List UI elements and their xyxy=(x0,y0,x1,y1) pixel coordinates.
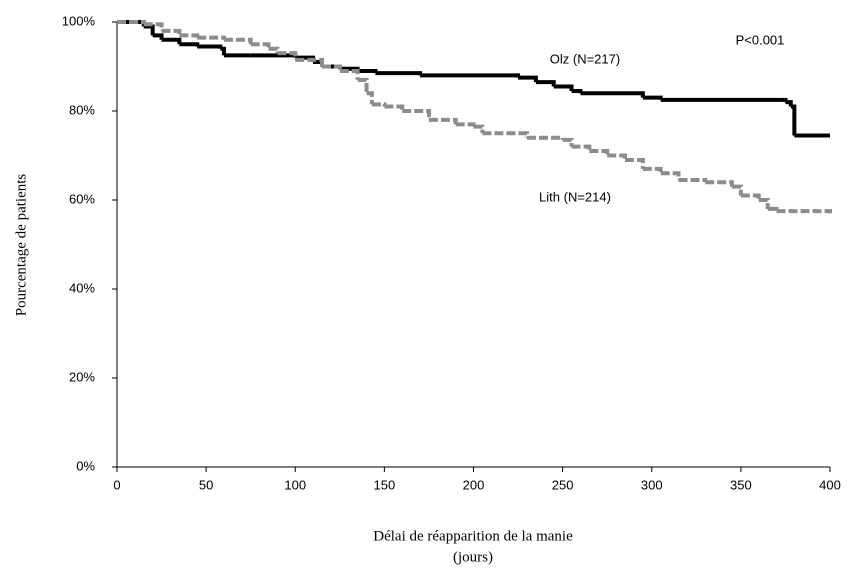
survival-step xyxy=(402,109,431,120)
y-tick-label: 40% xyxy=(69,280,95,295)
x-tick-label: 100 xyxy=(284,477,306,492)
x-tick-label: 350 xyxy=(730,477,752,492)
survival-step xyxy=(371,102,387,107)
survival-step xyxy=(268,46,280,54)
survival-step xyxy=(357,77,369,94)
survival-step xyxy=(642,95,663,100)
survival-step xyxy=(420,73,521,78)
survival-step xyxy=(384,104,405,111)
survival-step xyxy=(589,149,610,156)
survival-step xyxy=(473,124,485,134)
survival-step xyxy=(366,91,374,105)
survival-step xyxy=(152,33,164,40)
x-tick-label: 50 xyxy=(199,477,213,492)
survival-step xyxy=(660,171,681,180)
survival-step xyxy=(428,117,458,125)
survival-step xyxy=(321,64,342,71)
survival-step xyxy=(220,46,226,56)
y-axis-label: Pourcentage de patients xyxy=(13,174,29,317)
survival-step xyxy=(161,28,182,36)
series-label: Olz (N=217) xyxy=(550,51,620,66)
survival-step xyxy=(535,80,556,87)
survival-step xyxy=(375,71,423,76)
survival-step xyxy=(143,22,164,31)
y-tick-label: 60% xyxy=(69,191,95,206)
x-tick-label: 300 xyxy=(641,477,663,492)
survival-step xyxy=(678,177,708,183)
survival-step xyxy=(197,44,223,49)
survival-step xyxy=(758,198,770,209)
survival-step xyxy=(790,104,797,136)
survival-step xyxy=(179,33,200,38)
survival-step xyxy=(250,42,271,49)
survival-step xyxy=(250,53,298,58)
x-tick-label: 150 xyxy=(374,477,396,492)
survival-step xyxy=(705,180,734,187)
annotation: P<0.001 xyxy=(736,32,785,47)
series-label: Lith (N=214) xyxy=(539,189,611,204)
survival-step xyxy=(785,100,793,107)
survival-step xyxy=(295,57,324,67)
survival-step xyxy=(731,184,743,196)
x-tick-label: 400 xyxy=(819,477,841,492)
survival-step xyxy=(197,35,226,40)
survival-step xyxy=(553,84,574,91)
survival-step xyxy=(740,193,761,200)
survival-step xyxy=(223,37,253,45)
survival-step xyxy=(179,42,200,47)
x-axis-label: (jours) xyxy=(453,549,493,565)
survival-step xyxy=(625,157,645,169)
survival-step xyxy=(357,68,378,74)
survival-step xyxy=(482,131,529,138)
x-tick-label: 250 xyxy=(552,477,574,492)
survival-step xyxy=(277,51,298,60)
y-tick-label: 100% xyxy=(62,13,96,28)
survival-step xyxy=(571,144,592,152)
survival-step xyxy=(339,68,360,80)
y-tick-label: 20% xyxy=(69,369,95,384)
survival-step xyxy=(161,37,182,45)
survival-step xyxy=(143,24,155,36)
survival-step xyxy=(580,91,645,98)
survival-step xyxy=(660,97,788,103)
survival-step xyxy=(767,206,779,212)
survival-step xyxy=(776,209,832,214)
survival-step xyxy=(642,166,663,174)
survival-step xyxy=(562,137,574,147)
survival-step xyxy=(518,75,538,83)
y-tick-label: 80% xyxy=(69,102,95,117)
survival-step xyxy=(455,122,476,127)
x-tick-label: 200 xyxy=(463,477,485,492)
y-tick-label: 0% xyxy=(76,458,95,473)
survival-step xyxy=(571,88,583,94)
survival-step xyxy=(526,135,565,140)
x-tick-label: 0 xyxy=(113,477,120,492)
x-axis-label: Délai de réapparition de la manie xyxy=(373,528,573,544)
survival-step xyxy=(607,153,628,160)
